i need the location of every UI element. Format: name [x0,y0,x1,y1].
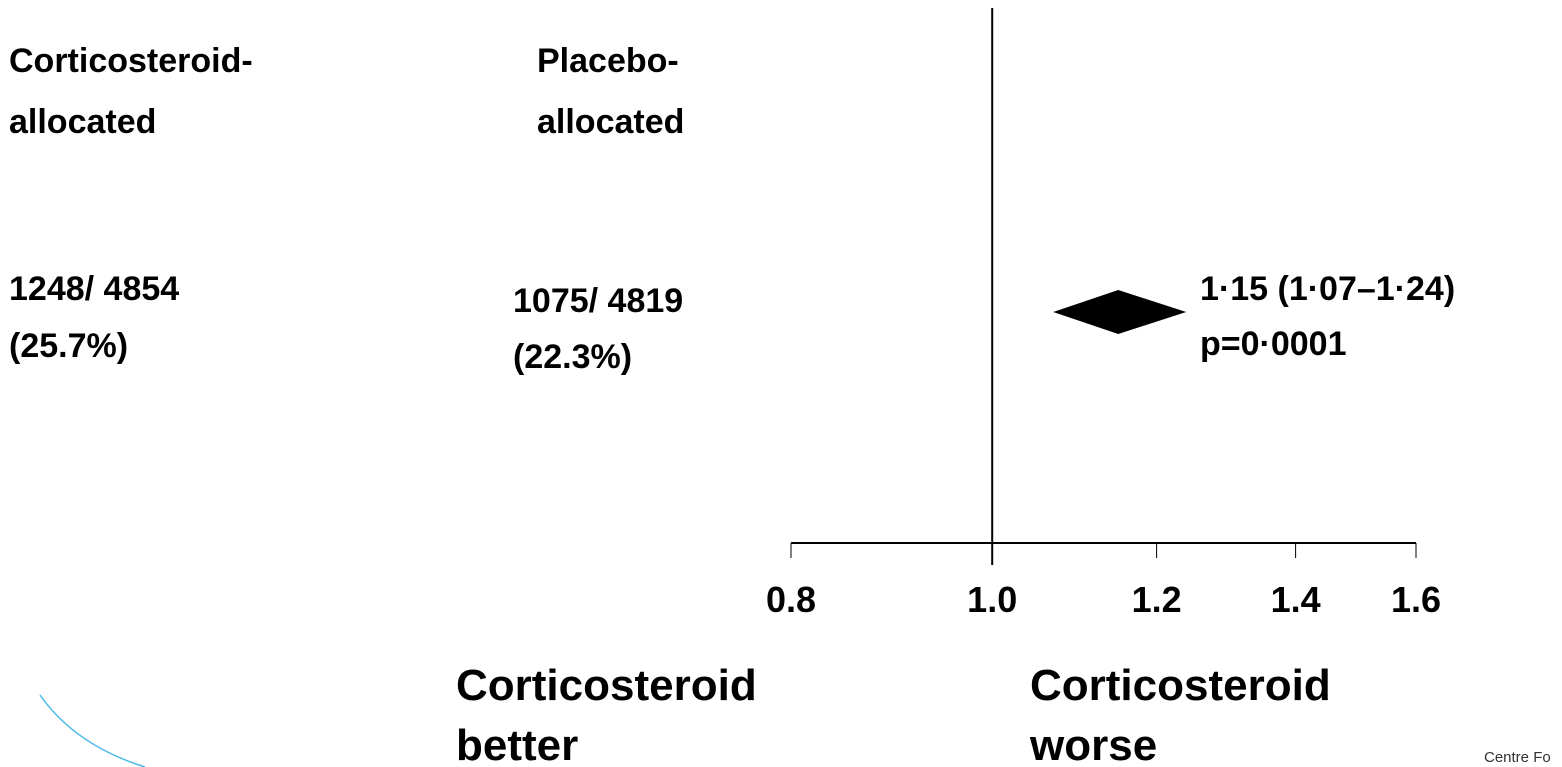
x-tick-label: 1.0 [967,579,1017,620]
column-result: (22.3%) [513,338,632,376]
estimate-label: 1·15 (1·07–1·24) [1200,270,1455,308]
column-result: 1075/ 4819 [513,282,683,320]
x-label-left: Corticosteroid [456,661,757,710]
x-label-left: better [456,721,578,767]
x-tick-label: 1.2 [1132,579,1182,620]
column-header: Placebo- [537,42,679,80]
column-header: allocated [9,103,156,141]
x-tick-label: 0.8 [766,579,816,620]
footer: Centre Fo [1484,749,1551,766]
decorative-curve [39,694,146,767]
x-tick-label: 1.6 [1391,579,1441,620]
estimate-diamond [1053,290,1187,334]
p-value: p=0·0001 [1200,325,1347,363]
column-result: 1248/ 4854 [9,270,179,308]
x-label-right: worse [1029,721,1157,767]
x-tick-label: 1.4 [1271,579,1321,620]
column-result: (25.7%) [9,327,128,365]
x-label-right: Corticosteroid [1030,661,1331,710]
column-header: Corticosteroid- [9,42,253,80]
column-header: allocated [537,103,684,141]
